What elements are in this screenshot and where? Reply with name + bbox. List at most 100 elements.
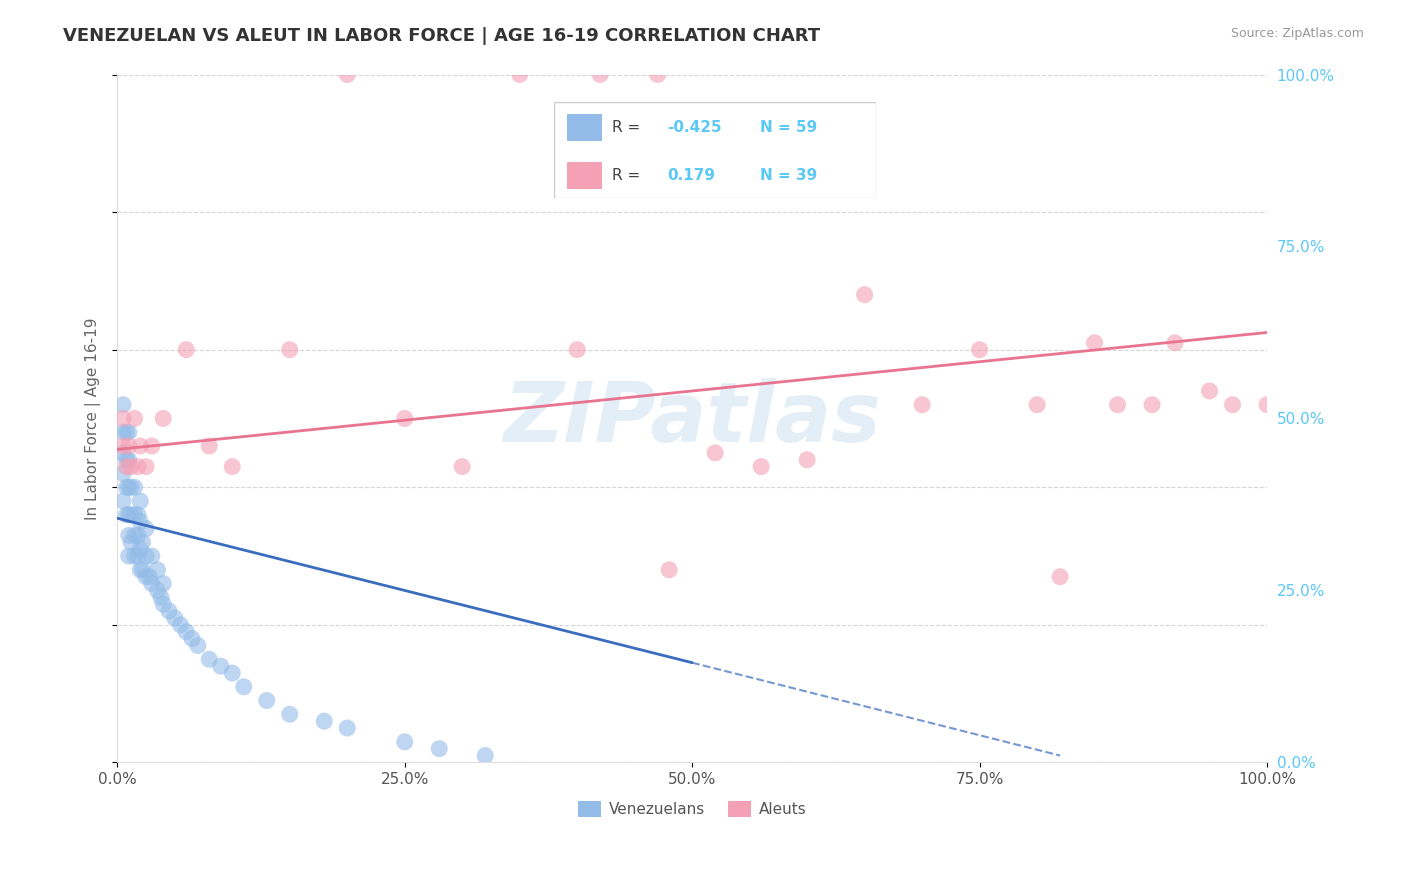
Point [118, 480, 141, 494]
Point [221, 459, 243, 474]
Point [209, 659, 232, 673]
Point [149, 591, 172, 605]
Point [118, 549, 141, 563]
Point [129, 563, 152, 577]
Point [174, 343, 197, 357]
Point [1084, 335, 1107, 350]
Point [589, 68, 612, 82]
Point [124, 528, 146, 542]
Point [198, 439, 221, 453]
Text: ZIPatlas: ZIPatlas [503, 378, 882, 459]
Point [853, 287, 876, 301]
Point [911, 398, 934, 412]
Point [129, 515, 152, 529]
Point [451, 459, 474, 474]
Point [111, 398, 134, 412]
Point [141, 439, 163, 453]
Point [647, 68, 669, 82]
Point [187, 639, 209, 653]
Point [278, 343, 301, 357]
Point [256, 693, 278, 707]
Point [135, 549, 157, 563]
Point [394, 735, 416, 749]
Point [474, 748, 496, 763]
Y-axis label: In Labor Force | Age 16-19: In Labor Force | Age 16-19 [86, 318, 101, 520]
Point [163, 611, 186, 625]
Point [115, 508, 138, 522]
Point [124, 508, 146, 522]
Point [127, 528, 149, 542]
Point [124, 549, 146, 563]
Point [146, 563, 169, 577]
Point [1198, 384, 1220, 398]
Point [120, 459, 142, 474]
Point [336, 721, 359, 735]
Point [181, 632, 204, 646]
Point [152, 597, 174, 611]
Point [129, 494, 152, 508]
Point [115, 425, 138, 440]
Point [1164, 335, 1187, 350]
Point [221, 665, 243, 680]
Point [1222, 398, 1244, 412]
Point [704, 446, 727, 460]
Point [127, 549, 149, 563]
Point [152, 411, 174, 425]
Point [1049, 570, 1071, 584]
Point [1256, 398, 1278, 412]
Point [124, 480, 146, 494]
Point [135, 570, 157, 584]
Point [118, 528, 141, 542]
Point [427, 741, 450, 756]
Point [135, 459, 157, 474]
Point [669, 170, 692, 185]
Point [111, 467, 134, 481]
Point [118, 439, 141, 453]
Point [111, 446, 134, 460]
Point [129, 439, 152, 453]
Point [509, 68, 531, 82]
Point [118, 508, 141, 522]
Legend: Venezuelans, Aleuts: Venezuelans, Aleuts [572, 796, 813, 823]
Point [120, 480, 142, 494]
Point [394, 411, 416, 425]
Point [115, 480, 138, 494]
Point [124, 411, 146, 425]
Text: Source: ZipAtlas.com: Source: ZipAtlas.com [1230, 27, 1364, 40]
Point [314, 714, 336, 728]
Point [336, 68, 359, 82]
Point [1026, 398, 1049, 412]
Point [115, 452, 138, 467]
Point [115, 459, 138, 474]
Point [120, 535, 142, 549]
Text: VENEZUELAN VS ALEUT IN LABOR FORCE | AGE 16-19 CORRELATION CHART: VENEZUELAN VS ALEUT IN LABOR FORCE | AGE… [63, 27, 820, 45]
Point [157, 604, 180, 618]
Point [1140, 398, 1163, 412]
Point [174, 624, 197, 639]
Point [118, 425, 141, 440]
Point [129, 542, 152, 557]
Point [120, 508, 142, 522]
Point [796, 452, 818, 467]
Point [138, 570, 160, 584]
Point [131, 535, 153, 549]
Point [152, 576, 174, 591]
Point [127, 459, 149, 474]
Point [111, 425, 134, 440]
Point [749, 459, 772, 474]
Point [111, 439, 134, 453]
Point [278, 707, 301, 722]
Point [1107, 398, 1129, 412]
Point [141, 549, 163, 563]
Point [169, 618, 191, 632]
Point [111, 411, 134, 425]
Point [118, 452, 141, 467]
Point [141, 576, 163, 591]
Point [135, 522, 157, 536]
Point [111, 494, 134, 508]
Point [567, 343, 589, 357]
Point [232, 680, 254, 694]
Point [146, 583, 169, 598]
Point [131, 563, 153, 577]
Point [658, 563, 681, 577]
